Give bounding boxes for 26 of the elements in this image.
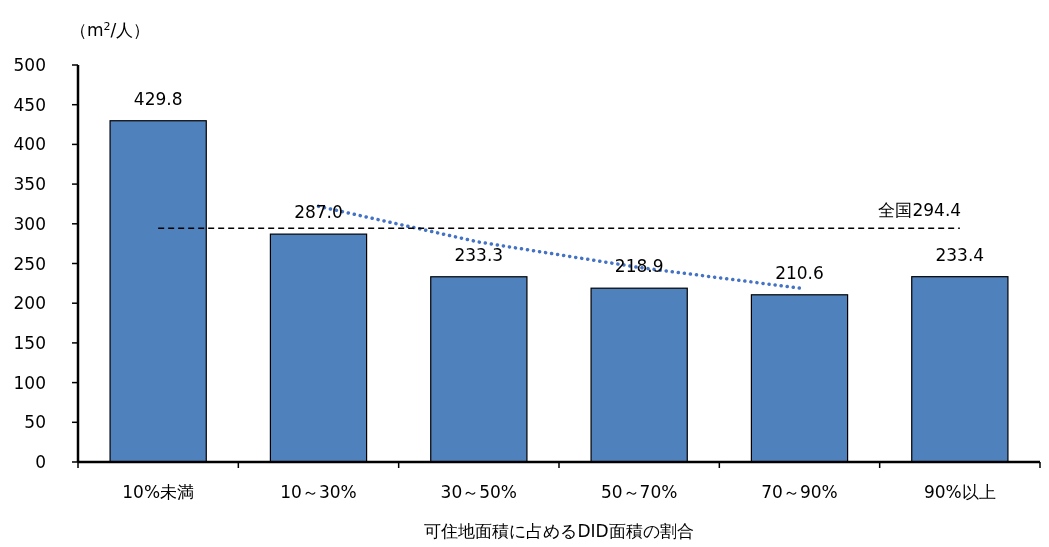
data-label: 218.9	[614, 256, 664, 277]
y-tick-label: 150	[13, 332, 46, 353]
y-tick-label: 450	[13, 94, 46, 115]
y-tick-label: 200	[13, 293, 46, 314]
x-tick-label: 70～90%	[761, 482, 838, 502]
y-tick-label: 350	[13, 174, 46, 195]
ref-line-label: 全国294.4	[878, 200, 962, 221]
y-tick-label: 400	[13, 134, 46, 155]
y-tick-label: 100	[13, 372, 46, 393]
x-tick-label: 30～50%	[440, 482, 518, 502]
data-label: 287.0	[294, 202, 343, 223]
x-axis-title: 可住地面積に占めるDID面積の割合	[424, 521, 694, 541]
x-tick-label: 10%未満	[122, 482, 195, 502]
data-label: 210.6	[775, 262, 824, 283]
x-tick-label: 10～30%	[280, 482, 357, 502]
y-tick-label: 50	[24, 412, 46, 433]
x-tick-label: 90%以上	[923, 482, 996, 502]
data-label: 233.4	[935, 244, 985, 265]
y-tick-label: 500	[13, 55, 46, 75]
y-tick-label: 300	[13, 213, 46, 234]
x-tick-label: 50～70%	[600, 482, 678, 502]
y-axis-title: （m$^{2}$/人）	[70, 19, 151, 40]
y-tick-label: 0	[35, 452, 46, 472]
data-label: 429.8	[133, 88, 183, 109]
data-label: 233.3	[454, 244, 504, 265]
y-tick-label: 250	[13, 253, 46, 274]
